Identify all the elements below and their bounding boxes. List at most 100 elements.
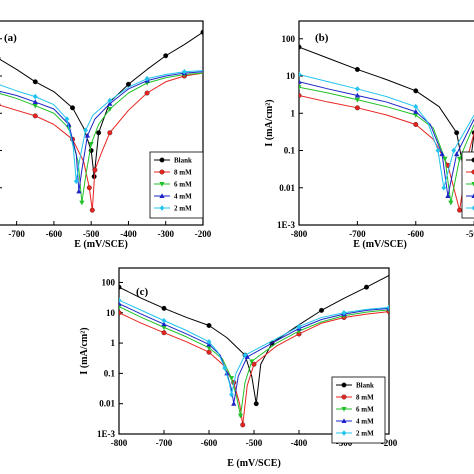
data-point	[161, 330, 167, 336]
data-point	[354, 92, 360, 98]
data-point	[224, 370, 230, 376]
data-point	[32, 113, 38, 119]
data-point	[107, 107, 113, 112]
data-point	[237, 413, 244, 419]
x-axis-label: E (mV/SCE)	[74, 239, 128, 250]
x-tick-label: -500	[83, 229, 100, 239]
panel-label: (a)	[4, 32, 17, 44]
x-axis-label: E (mV/SCE)	[353, 239, 407, 250]
data-point	[457, 207, 463, 213]
data-point	[442, 156, 448, 162]
legend-marker	[471, 205, 474, 211]
y-tick-label: 1	[111, 338, 116, 348]
x-tick-label: -400	[291, 438, 308, 448]
x-tick-label: -300	[157, 229, 174, 239]
data-point	[244, 354, 250, 359]
data-point	[296, 323, 302, 330]
y-axis-label: I (mA/cm²)	[264, 99, 275, 146]
y-tick-label: 0.1	[284, 146, 296, 156]
data-point	[32, 99, 38, 105]
data-point	[206, 349, 212, 355]
data-point	[454, 130, 460, 136]
x-tick-label: -500	[466, 229, 474, 239]
data-point	[354, 67, 360, 72]
data-point	[299, 93, 302, 98]
data-point	[161, 317, 167, 324]
data-point	[200, 29, 203, 35]
legend-entry: Blank	[174, 157, 192, 165]
data-point	[86, 185, 92, 191]
panel-a: -700 -600 -500 -400 -300 -200 E (mV/SCE) (a) Bla…	[0, 20, 212, 250]
legend-marker	[159, 157, 165, 163]
legend-entry: 6 mM	[174, 181, 192, 189]
data-point	[119, 284, 122, 290]
data-point	[181, 68, 187, 75]
plot-frame	[0, 20, 204, 226]
legend-marker	[341, 394, 347, 400]
data-point	[73, 178, 79, 184]
data-point	[0, 91, 1, 93]
data-point	[126, 81, 131, 87]
x-tick-label: -500	[246, 438, 263, 448]
data-point	[119, 304, 122, 310]
y-tick-label: 100	[282, 34, 296, 44]
data-point	[70, 105, 75, 111]
data-point	[161, 305, 167, 311]
y-tick-label: 0.1	[104, 368, 116, 378]
series-line	[299, 86, 474, 204]
data-point	[64, 116, 70, 122]
legend-box	[331, 376, 386, 444]
data-point	[163, 53, 169, 59]
legend-entry: 4 mM	[174, 193, 192, 201]
data-point	[448, 200, 454, 206]
data-point	[206, 345, 212, 351]
series-line	[0, 71, 203, 192]
data-point	[251, 361, 257, 367]
data-point	[439, 151, 445, 157]
panel-b: -800 -700 -600 -500 100 10 1 0.1 0.01 1E-3 E (mV/S…	[264, 20, 474, 250]
data-point	[299, 71, 302, 78]
legend-marker	[471, 193, 474, 198]
legend-marker	[341, 430, 347, 436]
legend-marker	[341, 407, 347, 412]
series-line	[0, 72, 203, 211]
data-point	[107, 100, 113, 106]
panel-c: -800-700-600-500-400-300-2001001010.10.0…	[79, 267, 398, 469]
legend-marker	[159, 169, 165, 175]
legend-marker	[159, 193, 165, 198]
series-line	[0, 72, 203, 204]
data-point	[144, 75, 150, 82]
data-point	[445, 193, 451, 199]
data-point	[84, 132, 91, 138]
series-line	[299, 81, 474, 197]
data-point	[451, 147, 457, 154]
data-point	[107, 97, 113, 104]
legend-marker	[159, 205, 165, 211]
data-point	[299, 78, 302, 84]
data-point	[413, 88, 419, 94]
data-point	[32, 103, 38, 109]
legend-marker	[471, 182, 474, 187]
data-point	[96, 130, 102, 136]
y-tick-label: 1	[291, 108, 296, 118]
series-group	[119, 275, 389, 428]
x-tick-label: -700	[8, 229, 25, 239]
legend-marker	[341, 382, 347, 388]
series-group	[0, 29, 203, 213]
x-tick-label: -800	[291, 229, 308, 239]
y-tick-label: 10	[286, 71, 296, 81]
data-point	[92, 167, 98, 173]
y-tick-label: 1E-3	[97, 429, 116, 439]
data-point	[341, 309, 347, 316]
data-point	[413, 103, 419, 110]
legend-entry: Blank	[356, 382, 374, 390]
data-point	[441, 184, 447, 191]
y-tick-label: 1E-3	[277, 220, 296, 230]
data-point	[119, 310, 122, 316]
data-point	[144, 90, 150, 96]
panel-label: (b)	[315, 32, 329, 44]
panel-label: (c)	[136, 286, 149, 298]
x-tick-label: -600	[46, 229, 63, 239]
data-point	[161, 325, 167, 331]
